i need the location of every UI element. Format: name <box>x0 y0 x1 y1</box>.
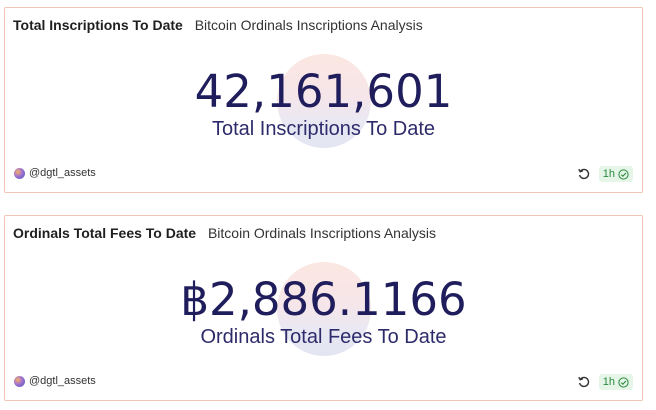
card-title[interactable]: Total Inscriptions To Date <box>13 17 183 33</box>
card-footer: @dgtl_assets 1h <box>5 166 642 184</box>
freshness-text: 1h <box>602 376 615 388</box>
card-controls: 1h <box>577 166 633 182</box>
author-name: @dgtl_assets <box>29 167 96 179</box>
author-name: @dgtl_assets <box>29 375 96 387</box>
card-header: Ordinals Total Fees To Date Bitcoin Ordi… <box>13 225 436 241</box>
kpi-card-total-fees: Ordinals Total Fees To Date Bitcoin Ordi… <box>4 215 643 401</box>
author-link[interactable]: @dgtl_assets <box>14 167 96 179</box>
card-header: Total Inscriptions To Date Bitcoin Ordin… <box>13 17 423 33</box>
decorative-circle <box>276 262 371 356</box>
metric-area: ฿2,886.1166 Ordinals Total Fees To Date <box>5 254 642 364</box>
check-circle-icon <box>618 376 629 388</box>
card-subtitle[interactable]: Bitcoin Ordinals Inscriptions Analysis <box>207 225 436 241</box>
kpi-card-total-inscriptions: Total Inscriptions To Date Bitcoin Ordin… <box>4 7 643 193</box>
metric-value: ฿2,886.1166 <box>180 273 467 326</box>
card-title[interactable]: Ordinals Total Fees To Date <box>13 225 197 241</box>
card-footer: @dgtl_assets 1h <box>5 374 642 392</box>
check-circle-icon <box>618 168 629 180</box>
freshness-text: 1h <box>602 168 615 180</box>
avatar <box>14 375 25 387</box>
avatar <box>14 167 25 179</box>
decorative-circle <box>276 54 371 148</box>
author-link[interactable]: @dgtl_assets <box>14 375 96 387</box>
metric-label: Ordinals Total Fees To Date <box>200 326 447 348</box>
freshness-badge: 1h <box>598 374 633 390</box>
refresh-icon[interactable] <box>577 375 591 389</box>
metric-label: Total Inscriptions To Date <box>211 118 436 140</box>
metric-area: 42,161,601 Total Inscriptions To Date <box>5 46 642 156</box>
refresh-icon[interactable] <box>577 167 591 181</box>
card-controls: 1h <box>577 374 633 390</box>
freshness-badge: 1h <box>598 166 633 182</box>
metric-value: 42,161,601 <box>194 65 453 118</box>
card-subtitle[interactable]: Bitcoin Ordinals Inscriptions Analysis <box>194 17 423 33</box>
